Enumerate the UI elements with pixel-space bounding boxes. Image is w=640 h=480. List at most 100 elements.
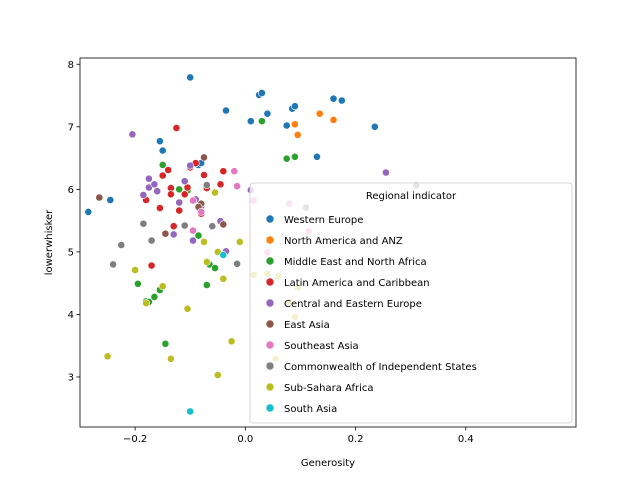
data-point-middle-east-and-north-africa-10 bbox=[257, 117, 266, 126]
data-point-sub-sahara-africa-2 bbox=[142, 299, 150, 308]
data-point-east-asia-0 bbox=[95, 193, 104, 202]
data-point-middle-east-and-north-africa-12 bbox=[290, 152, 299, 161]
data-point-commonwealth-of-independent-states-0 bbox=[109, 260, 117, 269]
data-point-central-and-eastern-europe-8 bbox=[186, 161, 195, 170]
data-point-latin-america-and-caribbean-7 bbox=[175, 206, 184, 215]
data-point-latin-america-and-caribbean-2 bbox=[155, 204, 164, 212]
data-point-north-america-and-anz-1 bbox=[293, 130, 302, 139]
x-axis-label: Generosity bbox=[301, 458, 355, 469]
data-point-central-and-eastern-europe-1 bbox=[139, 191, 148, 199]
legend-marker bbox=[265, 382, 275, 392]
data-point-south-asia-0 bbox=[186, 407, 195, 416]
legend-label: Latin America and Caribbean bbox=[284, 278, 430, 289]
x-tick-label: 0.2 bbox=[348, 434, 364, 445]
legend-marker bbox=[265, 277, 275, 287]
data-point-latin-america-and-caribbean-8 bbox=[180, 190, 189, 199]
data-point-middle-east-and-north-africa-9 bbox=[175, 185, 184, 194]
data-point-central-and-eastern-europe-0 bbox=[128, 130, 137, 139]
data-point-commonwealth-of-independent-states-2 bbox=[139, 219, 148, 228]
data-point-southeast-asia-0 bbox=[189, 226, 197, 235]
data-point-commonwealth-of-independent-states-7 bbox=[233, 259, 241, 268]
legend-label: North America and ANZ bbox=[284, 236, 403, 247]
data-point-southeast-asia-2 bbox=[197, 207, 206, 216]
data-point-commonwealth-of-independent-states-6 bbox=[208, 222, 217, 231]
data-point-commonwealth-of-independent-states-4 bbox=[180, 221, 189, 230]
data-point-central-and-eastern-europe-6 bbox=[175, 198, 184, 207]
y-tick-label: 4 bbox=[68, 310, 74, 321]
data-point-sub-sahara-africa-7 bbox=[202, 257, 211, 266]
data-point-western-europe-10 bbox=[257, 89, 266, 97]
legend-label: Commonwealth of Independent States bbox=[284, 362, 477, 373]
data-point-commonwealth-of-independent-states-3 bbox=[147, 236, 156, 245]
data-point-western-europe-12 bbox=[282, 121, 291, 130]
y-tick-label: 7 bbox=[68, 122, 74, 133]
data-point-southeast-asia-4 bbox=[233, 182, 241, 191]
y-axis: 3 4 5 6 7 8 bbox=[68, 60, 80, 383]
data-point-western-europe-0 bbox=[84, 207, 93, 216]
data-point-western-europe-8 bbox=[246, 117, 255, 126]
y-tick-label: 8 bbox=[68, 60, 74, 71]
data-point-central-and-eastern-europe-17 bbox=[144, 174, 153, 183]
data-point-east-asia-5 bbox=[219, 220, 228, 229]
data-point-middle-east-and-north-africa-6 bbox=[202, 281, 211, 289]
legend-label: Southeast Asia bbox=[284, 341, 359, 352]
data-points bbox=[84, 73, 421, 416]
data-point-sub-sahara-africa-0 bbox=[103, 352, 112, 361]
y-tick-label: 3 bbox=[68, 372, 74, 383]
data-point-sub-sahara-africa-3 bbox=[158, 282, 167, 291]
legend-marker bbox=[265, 235, 275, 245]
data-point-latin-america-and-caribbean-3 bbox=[158, 171, 167, 180]
data-point-middle-east-and-north-africa-4 bbox=[161, 339, 170, 348]
data-point-north-america-and-anz-2 bbox=[315, 109, 324, 118]
legend-box bbox=[249, 182, 573, 424]
data-point-central-and-eastern-europe-5 bbox=[169, 230, 178, 239]
legend-marker bbox=[265, 214, 275, 224]
data-point-southeast-asia-1 bbox=[189, 196, 197, 205]
data-point-north-america-and-anz-0 bbox=[290, 120, 299, 129]
data-point-sub-sahara-africa-1 bbox=[131, 266, 139, 274]
x-tick-label: 0.0 bbox=[237, 434, 253, 445]
data-point-sub-sahara-africa-5 bbox=[183, 304, 192, 313]
data-point-western-europe-11 bbox=[263, 109, 272, 118]
data-point-commonwealth-of-independent-states-1 bbox=[117, 241, 126, 249]
data-point-western-europe-14 bbox=[290, 102, 299, 111]
data-point-southeast-asia-3 bbox=[230, 167, 239, 176]
legend-label: Middle East and North Africa bbox=[284, 257, 427, 268]
x-tick-label: −0.2 bbox=[123, 434, 147, 445]
legend-label: South Asia bbox=[284, 404, 337, 415]
data-point-western-europe-15 bbox=[313, 152, 321, 161]
data-point-middle-east-and-north-africa-13 bbox=[133, 279, 142, 288]
legend-label: Western Europe bbox=[284, 215, 363, 226]
data-point-latin-america-and-caribbean-6 bbox=[172, 124, 181, 132]
data-point-western-europe-4 bbox=[186, 73, 195, 82]
data-point-latin-america-and-caribbean-15 bbox=[219, 167, 228, 176]
legend-label: East Asia bbox=[284, 320, 330, 331]
data-point-middle-east-and-north-africa-5 bbox=[194, 231, 203, 240]
legend: Regional indicator Western Europe North Am… bbox=[249, 182, 573, 424]
data-point-sub-sahara-africa-11 bbox=[227, 337, 236, 346]
data-point-western-europe-2 bbox=[155, 137, 164, 146]
data-point-commonwealth-of-independent-states-5 bbox=[202, 181, 211, 189]
x-tick-label: 0.4 bbox=[458, 434, 474, 445]
y-axis-label: lowerwhisker bbox=[44, 209, 55, 275]
data-point-east-asia-1 bbox=[161, 229, 170, 238]
legend-marker bbox=[265, 298, 275, 308]
y-tick-label: 6 bbox=[68, 185, 74, 196]
legend-marker bbox=[265, 319, 275, 329]
data-point-latin-america-and-caribbean-12 bbox=[200, 171, 208, 179]
data-point-latin-america-and-caribbean-5 bbox=[169, 222, 178, 231]
y-tick-label: 5 bbox=[68, 247, 74, 258]
data-point-sub-sahara-africa-10 bbox=[219, 274, 228, 283]
data-point-central-and-eastern-europe-16 bbox=[381, 168, 390, 177]
data-point-central-and-eastern-europe-3 bbox=[150, 180, 159, 189]
data-point-latin-america-and-caribbean-18 bbox=[164, 166, 173, 174]
x-axis: −0.2 0.0 0.2 0.4 bbox=[123, 427, 474, 445]
plot-frame bbox=[79, 57, 577, 428]
legend-marker bbox=[265, 340, 275, 350]
data-point-middle-east-and-north-africa-1 bbox=[150, 292, 159, 301]
data-point-central-and-eastern-europe-7 bbox=[180, 177, 189, 186]
data-point-east-asia-2 bbox=[200, 153, 208, 162]
data-point-central-and-eastern-europe-4 bbox=[153, 187, 162, 196]
data-point-western-europe-16 bbox=[329, 94, 338, 103]
data-point-sub-sahara-africa-9 bbox=[213, 371, 222, 379]
